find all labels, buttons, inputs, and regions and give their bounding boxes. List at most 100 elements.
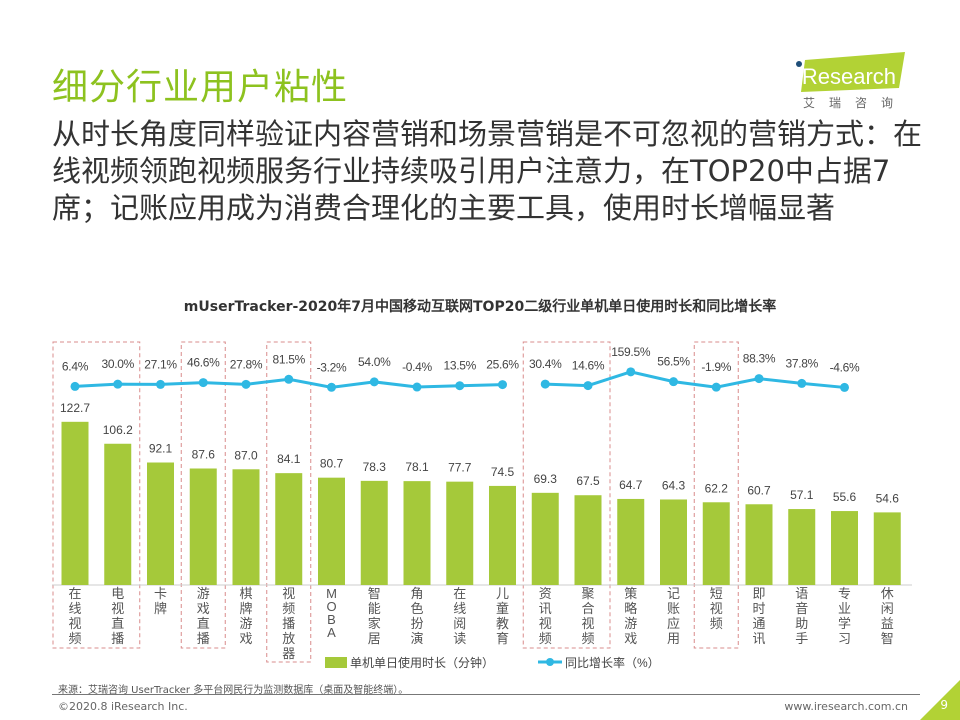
growth-point <box>455 381 465 391</box>
growth-point <box>156 379 165 389</box>
growth-value-label: -4.6% <box>830 360 860 374</box>
bar-value-label: 92.1 <box>149 442 173 456</box>
growth-value-label: -3.2% <box>317 360 347 374</box>
bar-value-label: 80.7 <box>320 457 344 471</box>
bar <box>147 462 174 585</box>
legend-line-marker <box>546 658 554 666</box>
growth-value-label: 25.6% <box>486 358 519 372</box>
growth-point <box>369 377 379 387</box>
category-label: 角色扮演 <box>410 586 423 646</box>
growth-line <box>545 370 845 389</box>
bar-value-label: 74.5 <box>491 465 515 479</box>
category-label: 智能家居 <box>368 586 381 646</box>
footer-divider <box>52 694 920 695</box>
growth-value-label: 54.0% <box>358 355 391 369</box>
bar <box>702 502 730 585</box>
highlight-box <box>693 341 739 649</box>
bar <box>660 499 687 585</box>
growth-point <box>754 374 764 384</box>
logo-subtitle: 艾瑞咨询 <box>802 96 907 110</box>
category-label: 电视直播 <box>111 586 124 646</box>
legend-line-label: 同比增长率（%） <box>565 655 660 670</box>
bar <box>232 469 260 585</box>
bar <box>489 485 516 585</box>
category-label: 在线视频 <box>68 586 81 646</box>
growth-point <box>711 382 721 392</box>
highlight-box <box>52 341 141 649</box>
bar-value-label: 122.7 <box>60 401 90 415</box>
page-number: 9 <box>940 698 948 712</box>
growth-value-label: 30.0% <box>101 357 134 371</box>
growth-point <box>70 381 80 391</box>
growth-value-label: 30.4% <box>529 357 562 371</box>
growth-value-label: 159.5% <box>611 345 651 359</box>
bar-value-label: 57.1 <box>790 488 814 502</box>
growth-point <box>498 380 507 390</box>
bar <box>617 498 645 585</box>
growth-value-label: 56.5% <box>657 355 690 369</box>
category-label: 卡牌 <box>154 586 167 616</box>
bar <box>189 468 217 585</box>
bar-value-label: 78.3 <box>363 460 387 474</box>
chart: 122.7 在线视频 106.2 电视直播 92.1 卡牌 87.6 游戏直播 87.0 棋牌游戏… <box>52 341 912 670</box>
category-label: 资讯视频 <box>539 586 552 646</box>
growth-value-label: 37.8% <box>785 356 818 370</box>
growth-value-label: -1.9% <box>701 360 731 374</box>
category-label: 语音助手 <box>795 586 808 646</box>
category-label: 休闲益智 <box>881 586 894 646</box>
iresearch-logo: iResearch <box>796 52 905 92</box>
website-url: www.iresearch.com.cn <box>784 700 908 713</box>
growth-value-label: 81.5% <box>272 352 305 366</box>
bar-value-label: 64.7 <box>619 478 643 492</box>
growth-point <box>198 378 208 388</box>
category-label: 记账应用 <box>667 586 680 646</box>
growth-value-label: 46.6% <box>187 356 220 370</box>
growth-value-label: -0.4% <box>402 360 432 374</box>
bar-value-label: 62.2 <box>705 481 729 495</box>
copyright: ©2020.8 iResearch Inc. <box>58 700 188 713</box>
growth-point <box>327 382 336 392</box>
bar-value-label: 87.6 <box>192 447 216 461</box>
bar-value-label: 69.3 <box>534 472 558 486</box>
bar <box>318 477 345 585</box>
category-label: 棋牌游戏 <box>239 586 252 646</box>
category-label: 游戏直播 <box>197 586 210 646</box>
growth-point <box>241 379 251 389</box>
bar <box>104 443 132 585</box>
growth-point <box>284 374 294 384</box>
bar <box>403 481 431 585</box>
bar <box>574 495 602 585</box>
category-label: 儿童教育 <box>496 586 509 646</box>
svg-text:iResearch: iResearch <box>797 64 896 89</box>
growth-point <box>113 379 123 389</box>
growth-point <box>669 377 678 387</box>
category-label: 即时通讯 <box>752 586 765 646</box>
page-title: 细分行业用户粘性 <box>52 67 349 108</box>
bar <box>275 473 303 585</box>
bar-value-label: 87.0 <box>234 448 258 462</box>
category-label: 视频播放器 <box>282 586 295 661</box>
legend-bar-swatch <box>325 657 347 668</box>
growth-point <box>797 378 807 388</box>
category-label: 专业学习 <box>838 586 851 646</box>
highlight-box <box>180 341 226 649</box>
bar-value-label: 55.6 <box>833 490 857 504</box>
bar <box>360 480 388 585</box>
bar <box>745 504 773 585</box>
bar-value-label: 67.5 <box>576 474 600 488</box>
growth-value-label: 13.5% <box>443 359 476 373</box>
legend-bar-label: 单机单日使用时长（分钟） <box>350 655 494 670</box>
growth-point <box>412 382 422 392</box>
highlight-box <box>266 341 312 663</box>
bar <box>531 492 559 585</box>
bar-value-label: 106.2 <box>103 423 133 437</box>
bar-value-label: 77.7 <box>448 461 472 475</box>
bar <box>446 481 474 585</box>
category-label: 短视频 <box>710 586 723 631</box>
page-subtitle: 从时长角度同样验证内容营销和场景营销是不可忽视的营销方式：在线视频领跑视频服务行… <box>52 117 923 225</box>
bar <box>831 511 858 585</box>
bar-value-label: 54.6 <box>876 491 900 505</box>
category-label: 聚合视频 <box>581 586 594 646</box>
bar-value-label: 64.3 <box>662 478 686 492</box>
